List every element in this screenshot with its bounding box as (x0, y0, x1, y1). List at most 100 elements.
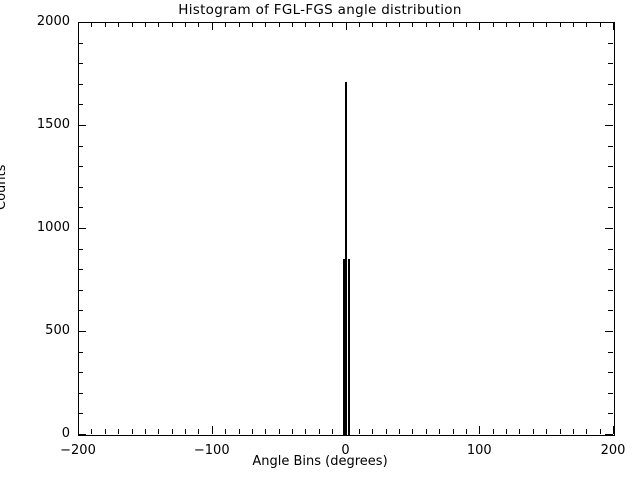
y-tick-right (608, 269, 613, 271)
y-tick-right (605, 331, 613, 332)
y-tick-left (78, 269, 83, 271)
x-tick-bottom (599, 429, 601, 434)
histogram-bar (347, 258, 350, 435)
x-tick-label: −100 (193, 443, 230, 458)
x-tick-bottom (318, 429, 320, 434)
x-tick-bottom (572, 429, 574, 434)
x-tick-top (465, 22, 467, 27)
x-tick-top (372, 22, 374, 27)
x-tick-bottom (559, 429, 561, 434)
histogram-bar (345, 81, 348, 435)
y-tick-left (78, 207, 83, 209)
x-tick-top (278, 22, 280, 27)
x-tick-top (452, 22, 454, 27)
x-tick-bottom (425, 429, 427, 434)
x-tick-top (292, 22, 293, 27)
x-tick-top (399, 22, 400, 27)
x-tick-bottom (198, 429, 200, 434)
y-tick-right (608, 186, 613, 188)
x-tick-top (144, 22, 146, 27)
y-tick-right (608, 392, 613, 394)
x-tick-bottom (372, 429, 374, 434)
y-tick-right (608, 289, 613, 291)
x-tick-bottom (225, 429, 227, 434)
x-tick-top (586, 22, 588, 27)
y-tick-left (78, 413, 83, 415)
x-tick-bottom (465, 429, 467, 434)
y-tick-left (78, 248, 83, 250)
y-tick-left (78, 22, 86, 23)
x-tick-top (265, 22, 267, 27)
y-tick-left (78, 372, 83, 374)
y-tick-left (78, 331, 86, 332)
x-tick-bottom (118, 429, 120, 434)
x-tick-bottom (211, 426, 213, 434)
x-tick-bottom (546, 429, 548, 434)
x-tick-top (559, 22, 561, 27)
y-tick-right (608, 248, 613, 250)
y-tick-left (78, 351, 83, 353)
x-tick-top (251, 22, 253, 27)
x-tick-top (479, 22, 481, 30)
x-tick-bottom (399, 429, 400, 434)
y-tick-left (78, 186, 83, 188)
x-tick-bottom (613, 426, 614, 434)
x-tick-label: 100 (466, 443, 492, 458)
y-tick-label: 2000 (36, 14, 70, 29)
x-tick-top (332, 22, 334, 27)
y-tick-left (78, 63, 83, 65)
x-tick-top (506, 22, 507, 27)
x-tick-bottom (519, 429, 521, 434)
x-tick-bottom (278, 429, 280, 434)
x-tick-top (613, 22, 614, 30)
x-tick-bottom (265, 429, 267, 434)
x-tick-top (358, 22, 360, 27)
y-tick-left (78, 392, 83, 394)
y-tick-right (608, 104, 613, 106)
y-tick-right (608, 145, 613, 147)
histogram-bar (343, 258, 346, 435)
x-tick-top (345, 22, 347, 30)
y-tick-label: 1000 (36, 220, 70, 235)
x-tick-bottom (144, 429, 146, 434)
y-tick-right (605, 22, 613, 23)
x-tick-bottom (171, 429, 173, 434)
y-tick-right (608, 372, 613, 374)
x-tick-top (439, 22, 441, 27)
y-tick-right (608, 351, 613, 353)
x-tick-top (225, 22, 227, 27)
y-tick-right (608, 207, 613, 209)
y-tick-label: 1500 (36, 117, 70, 132)
x-tick-top (211, 22, 213, 30)
y-tick-right (605, 228, 613, 229)
y-tick-right (608, 83, 613, 85)
y-tick-right (605, 434, 613, 435)
x-tick-bottom (251, 429, 253, 434)
y-tick-right (608, 63, 613, 65)
y-tick-left (78, 310, 83, 312)
x-tick-bottom (104, 429, 106, 434)
x-tick-label: −200 (60, 443, 96, 458)
y-tick-label: 0 (61, 426, 70, 441)
x-tick-top (572, 22, 574, 27)
y-tick-left (78, 104, 83, 106)
x-tick-top (599, 22, 601, 27)
x-tick-top (171, 22, 173, 27)
x-axis-label: Angle Bins (degrees) (252, 454, 388, 469)
y-tick-left (78, 228, 86, 229)
y-tick-right (608, 166, 613, 168)
x-tick-bottom (345, 426, 347, 434)
y-tick-left (78, 145, 83, 147)
x-tick-label: 0 (341, 443, 350, 458)
x-tick-bottom (506, 429, 507, 434)
x-tick-bottom (358, 429, 360, 434)
x-tick-bottom (332, 429, 334, 434)
x-tick-top (131, 22, 133, 27)
x-tick-bottom (78, 426, 79, 434)
x-tick-bottom (439, 429, 441, 434)
x-tick-top (385, 22, 387, 27)
y-tick-right (608, 42, 613, 44)
x-tick-bottom (131, 429, 133, 434)
y-tick-label: 500 (45, 323, 70, 338)
y-tick-left (78, 289, 83, 291)
